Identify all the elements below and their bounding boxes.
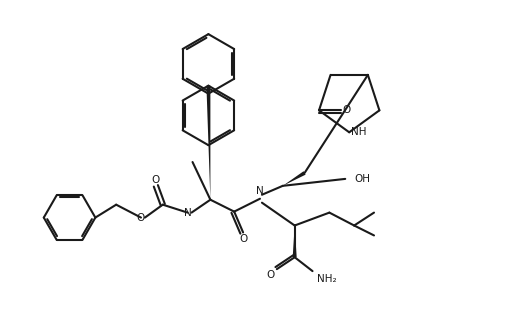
Text: O: O [267, 270, 275, 280]
Polygon shape [283, 171, 306, 186]
Text: N: N [256, 186, 264, 196]
Text: O: O [343, 105, 351, 115]
Polygon shape [293, 225, 296, 257]
Text: O: O [137, 212, 145, 222]
Polygon shape [206, 86, 210, 200]
Text: NH₂: NH₂ [316, 274, 336, 284]
Text: N: N [184, 208, 191, 217]
Text: O: O [152, 175, 160, 185]
Text: OH: OH [354, 174, 370, 184]
Text: NH: NH [351, 127, 367, 137]
Text: O: O [239, 234, 247, 244]
